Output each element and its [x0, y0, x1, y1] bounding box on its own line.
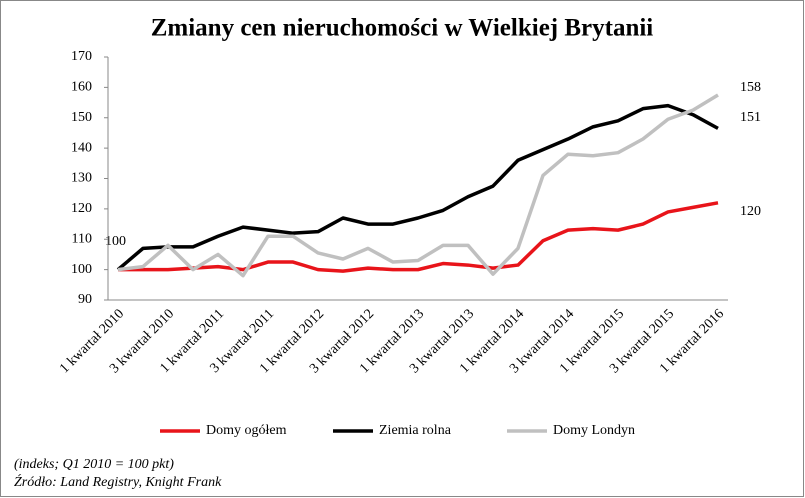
y-tick-label: 130 [71, 171, 92, 186]
series-line [116, 103, 719, 271]
end-label: 120 [740, 204, 761, 219]
y-tick-label: 100 [71, 262, 92, 277]
end-label: 158 [740, 80, 761, 95]
y-tick-label: 110 [72, 231, 92, 246]
start-label: 100 [105, 234, 126, 249]
note: Źródło: Land Registry, Knight Frank [14, 473, 222, 490]
legend-label: Ziemia rolna [379, 423, 452, 438]
y-tick-label: 160 [71, 80, 92, 95]
series-line [118, 201, 719, 273]
y-tick-label: 120 [71, 201, 92, 216]
chart-title: Zmiany cen nieruchomości w Wielkiej Bryt… [151, 15, 654, 42]
legend-label: Domy Londyn [553, 423, 635, 438]
series-line [117, 93, 719, 278]
y-tick-label: 90 [78, 292, 92, 307]
y-tick-label: 150 [71, 110, 92, 125]
y-tick-label: 170 [71, 49, 92, 64]
legend-label: Domy ogółem [206, 423, 287, 438]
end-label: 151 [740, 110, 761, 125]
y-tick-label: 140 [71, 140, 92, 155]
note: (indeks; Q1 2010 = 100 pkt) [14, 457, 174, 472]
